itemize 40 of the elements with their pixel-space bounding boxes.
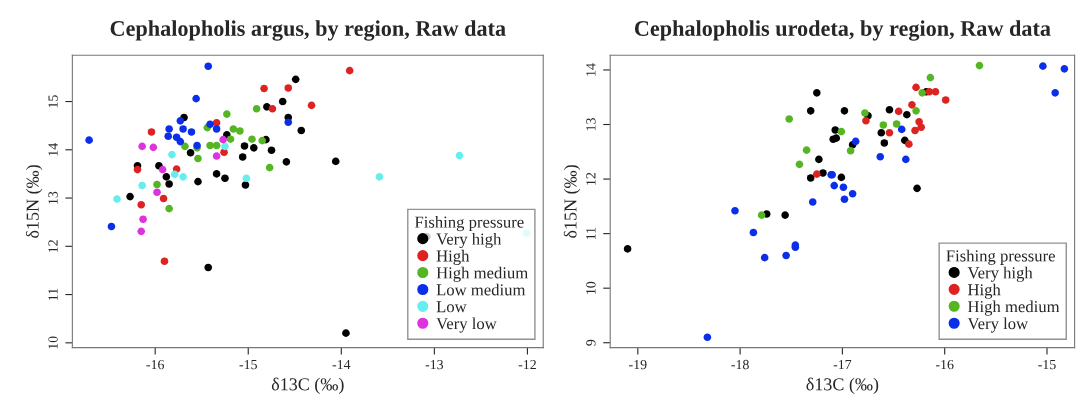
x-tick-label: -13 xyxy=(425,359,444,370)
x-axis-title: δ13C (‰) xyxy=(806,377,879,395)
legend-label: Very high xyxy=(436,232,502,249)
x-tick-label: -19 xyxy=(629,359,647,370)
x-tick-label: -16 xyxy=(146,359,165,370)
x-tick-label: -18 xyxy=(731,359,749,370)
legend-label: High medium xyxy=(436,266,528,282)
y-tick-label: 11 xyxy=(48,288,58,301)
y-axis-title: δ15N (‰) xyxy=(563,165,581,238)
x-axis-title: δ13C (‰) xyxy=(271,377,344,395)
x-tick-label: -14 xyxy=(332,359,351,370)
x-tick-label: -16 xyxy=(935,359,954,370)
x-tick-label: -12 xyxy=(518,359,536,370)
chart-title: Cephalopholis argus, by region, Raw data xyxy=(110,20,506,41)
legend-title: Fishing pressure xyxy=(414,216,524,232)
legend-label: High xyxy=(436,249,470,266)
legend-label: High xyxy=(967,283,1001,299)
y-tick-label: 12 xyxy=(586,172,596,185)
y-tick-label: 13 xyxy=(586,118,596,131)
legend-label: Very low xyxy=(436,317,497,333)
legend-title: Fishing pressure xyxy=(946,249,1055,265)
legend-label: Very low xyxy=(967,317,1029,333)
legend-label: Very high xyxy=(967,266,1033,282)
y-tick-label: 15 xyxy=(48,95,58,108)
y-tick-label: 10 xyxy=(586,281,596,294)
legend-label: Low xyxy=(436,301,467,313)
y-tick-label: 14 xyxy=(48,143,58,156)
x-tick-label: -17 xyxy=(833,359,852,370)
y-tick-label: 10 xyxy=(48,336,58,349)
y-axis-title: δ15N (‰) xyxy=(25,165,43,238)
y-tick-label: 14 xyxy=(586,63,596,76)
y-tick-label: 11 xyxy=(586,227,596,240)
x-tick-label: -15 xyxy=(239,359,257,370)
y-tick-label: 9 xyxy=(586,339,596,346)
legend-label: Low medium xyxy=(436,283,526,296)
y-tick-label: 13 xyxy=(48,191,58,204)
chart-title: Cephalopholis urodeta, by region, Raw data xyxy=(634,20,1051,41)
y-tick-label: 12 xyxy=(48,240,58,253)
legend-label: High medium xyxy=(967,300,1060,316)
x-tick-label: -15 xyxy=(1038,359,1056,370)
